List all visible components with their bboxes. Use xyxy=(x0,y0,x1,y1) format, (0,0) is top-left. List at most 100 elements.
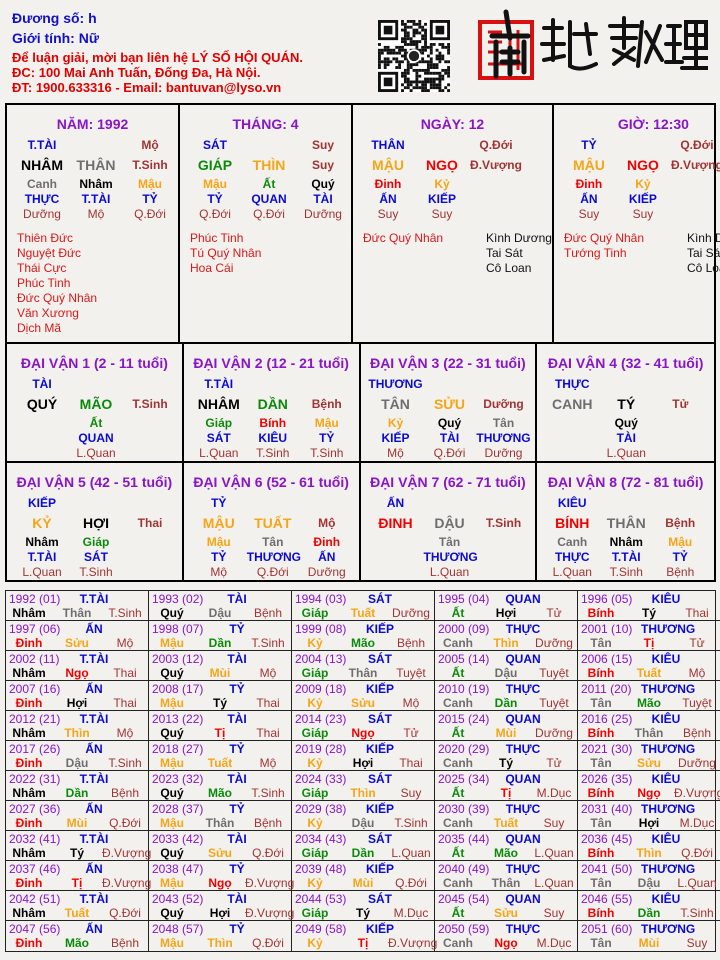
pillar-column: NĂM: 1992 T.TÀI Mộ NHÂM THÂN T.Sinh Canh Nhâm Mậ… xyxy=(7,105,180,342)
year-cell[interactable]: 2043 (52) TÀI Quý Hợi Đ.Vượng xyxy=(149,891,294,921)
year-stem: Canh xyxy=(443,696,473,710)
year-cell[interactable]: 2023 (32) TÀI Quý Mão T.Sinh xyxy=(149,771,292,801)
year-cell[interactable]: 1995 (04) QUAN Ất Hợi Tử xyxy=(435,591,578,621)
year-cell[interactable]: 2002 (11) T.TÀI Nhâm Ngọ Thai xyxy=(6,651,149,681)
year-ten-god: SÁT xyxy=(368,832,392,846)
dai-van-cell[interactable]: ĐẠI VẬN 4 (32 - 41 tuổi) THỰC CANH TÝ Tử Quý T… xyxy=(537,344,714,463)
year-stem: Mậu xyxy=(160,696,184,710)
year-header: 2004 (13) SÁT xyxy=(292,651,434,666)
year-cell[interactable]: 2010 (19) THỰC Canh Dần Tuyệt xyxy=(435,681,578,711)
year-cell[interactable]: 2042 (51) T.TÀI Nhâm Tuất Q.Đới xyxy=(6,891,149,921)
hidden-ten-god-empty xyxy=(669,192,720,207)
year-cell[interactable]: 2019 (28) KIẾP Kỷ Hợi Thai xyxy=(292,741,435,771)
year-cell[interactable]: 2040 (49) THỰC Canh Thân L.Quan xyxy=(435,861,578,891)
year-cell[interactable]: 2016 (25) KIÊU Bính Thân Bệnh xyxy=(578,711,720,741)
top-state-empty xyxy=(122,376,178,392)
dai-van-cell[interactable]: ĐẠI VẬN 5 (42 - 51 tuổi) KIẾP KỶ HỢI Thai Nhâ… xyxy=(7,463,184,580)
year-cell[interactable]: 2013 (22) TÀI Quý Tị Thai xyxy=(149,711,292,741)
dai-van-cell[interactable]: ĐẠI VẬN 1 (2 - 11 tuổi) TÀI QUÝ MÃO T.Sinh Ất… xyxy=(7,344,184,463)
hidden-ten-god: THƯƠNG xyxy=(423,550,478,564)
dai-van-cell[interactable]: ĐẠI VẬN 8 (72 - 81 tuổi) KIÊU BÍNH THÂN Bệnh… xyxy=(537,463,714,580)
year-cell[interactable]: 2038 (47) TỶ Mậu Ngọ Đ.Vượng xyxy=(149,861,294,891)
year-cell[interactable]: 2028 (37) TỶ Mậu Thân Bệnh xyxy=(149,801,292,831)
year-cell[interactable]: 2049 (58) KIẾP Kỷ Tị Đ.Vượng xyxy=(292,921,437,951)
year-cell[interactable]: 2048 (57) TỶ Mậu Thìn Q.Đới xyxy=(149,921,292,951)
year-cell[interactable]: 1997 (06) ẤN Đinh Sửu Mộ xyxy=(6,621,149,651)
year-cell[interactable]: 2027 (36) ẤN Đinh Mùi Q.Đới xyxy=(6,801,149,831)
ten-god: T.TÀI xyxy=(204,377,234,391)
year-cell[interactable]: 2035 (44) QUAN Ất Mão L.Quan xyxy=(435,831,578,861)
year-cell[interactable]: 2001 (10) THƯƠNG Tân Tị Tử xyxy=(578,621,720,651)
year-branch: Dần xyxy=(637,906,661,920)
year-cell[interactable]: 2030 (39) THỰC Canh Tuất Suy xyxy=(435,801,578,831)
year-cell[interactable]: 1992 (01) T.TÀI Nhâm Thân T.Sinh xyxy=(6,591,149,621)
year-cell[interactable]: 2025 (34) QUAN Ất Tị M.Dục xyxy=(435,771,578,801)
year-cell[interactable]: 2044 (53) SÁT Giáp Tý M.Dục xyxy=(292,891,435,921)
hidden-stem: Mậu xyxy=(668,535,693,549)
dai-van-cell[interactable]: ĐẠI VẬN 7 (62 - 71 tuổi) ẤN ĐINH DẬU T.Sinh T… xyxy=(361,463,538,580)
heavenly-stem: KỶ xyxy=(32,515,52,531)
top-state-empty xyxy=(122,495,178,511)
year-pillar: Giáp Ngọ Tử xyxy=(292,726,434,740)
year-cell[interactable]: 2047 (56) ẤN Đinh Mão Bệnh xyxy=(6,921,149,951)
hidden-stem: Quý xyxy=(437,416,462,430)
year-cell[interactable]: 2003 (12) TÀI Quý Mùi Mộ xyxy=(149,651,292,681)
year-cell[interactable]: 2017 (26) ẤN Đinh Dậu T.Sinh xyxy=(6,741,149,771)
year-cell[interactable]: 2026 (35) KIÊU Bính Ngọ Đ.Vượng xyxy=(578,771,720,801)
year-cell[interactable]: 2034 (43) SÁT Giáp Dần L.Quan xyxy=(292,831,435,861)
year-branch: Tý xyxy=(355,906,370,920)
year-state: Dưỡng xyxy=(535,636,573,650)
year-cell[interactable]: 2004 (13) SÁT Giáp Thân Tuyệt xyxy=(292,651,435,681)
year-pillar: Bính Tý Thai xyxy=(578,606,720,620)
dai-van-cell[interactable]: ĐẠI VẬN 6 (52 - 61 tuổi) TỶ MẬU TUẤT Mộ Mậu Tâ… xyxy=(184,463,361,580)
dai-van-cell[interactable]: ĐẠI VẬN 3 (22 - 31 tuổi) THƯƠNG TÂN SỬU Dưỡn… xyxy=(360,344,538,463)
year-cell[interactable]: 2007 (16) ẤN Đinh Hợi Thai xyxy=(6,681,149,711)
year-label: 2027 (36) xyxy=(9,802,61,816)
year-cell[interactable]: 2018 (27) TỶ Mậu Tuất Mộ xyxy=(149,741,292,771)
year-cell[interactable]: 2033 (42) TÀI Quý Sửu Q.Đới xyxy=(149,831,292,861)
year-cell[interactable]: 2045 (54) QUAN Ất Sửu Suy xyxy=(435,891,578,921)
year-state: Dưỡng xyxy=(678,756,716,770)
year-cell[interactable]: 2050 (59) THỰC Canh Ngọ M.Dục xyxy=(435,921,578,951)
year-cell[interactable]: 2005 (14) QUAN Ất Dậu Tuyệt xyxy=(435,651,578,681)
year-stem: Mậu xyxy=(160,636,184,650)
year-cell[interactable]: 2031 (40) THƯƠNG Tân Hợi M.Dục xyxy=(578,801,720,831)
year-cell[interactable]: 2009 (18) KIẾP Kỷ Sửu Mộ xyxy=(292,681,435,711)
year-cell[interactable]: 2012 (21) T.TÀI Nhâm Thìn Mộ xyxy=(6,711,149,741)
year-cell[interactable]: 2022 (31) T.TÀI Nhâm Dần Bệnh xyxy=(6,771,149,801)
year-cell[interactable]: 2021 (30) THƯƠNG Tân Sửu Dưỡng xyxy=(578,741,720,771)
row: T.TÀI SÁT xyxy=(7,550,182,565)
year-cell[interactable]: 2041 (50) THƯƠNG Tân Dậu L.Quan xyxy=(578,861,720,891)
hidden-ten-god: TỶ xyxy=(142,192,158,206)
year-cell[interactable]: 2046 (55) KIÊU Bính Dần T.Sinh xyxy=(578,891,720,921)
hidden-state: Q.Đới xyxy=(134,207,166,221)
qr-code-icon[interactable] xyxy=(378,20,450,92)
year-cell[interactable]: 2015 (24) QUAN Ất Mùi Dưỡng xyxy=(435,711,578,741)
year-header: 1996 (05) KIÊU xyxy=(578,591,720,606)
year-cell[interactable]: 2000 (09) THỰC Canh Thìn Dưỡng xyxy=(435,621,578,651)
year-cell[interactable]: 1993 (02) TÀI Quý Dậu Bệnh xyxy=(149,591,292,621)
star-item: Thiên Đức xyxy=(17,231,74,245)
ten-god: TÀI xyxy=(32,377,52,391)
year-branch: Thân xyxy=(348,666,378,680)
year-cell[interactable]: 2051 (60) THƯƠNG Tân Mùi Suy xyxy=(578,921,720,951)
dai-van-cell[interactable]: ĐẠI VẬN 2 (12 - 21 tuổi) T.TÀI NHÂM DẦN Bệnh… xyxy=(183,344,361,463)
year-cell[interactable]: 2024 (33) SÁT Giáp Thìn Suy xyxy=(292,771,435,801)
year-state: L.Quan xyxy=(677,876,717,890)
year-cell[interactable]: 2014 (23) SÁT Giáp Ngọ Tử xyxy=(292,711,435,741)
year-cell[interactable]: 2008 (17) TỶ Mậu Tý Thai xyxy=(149,681,292,711)
year-cell[interactable]: 2032 (41) T.TÀI Nhâm Tý Đ.Vượng xyxy=(6,831,151,861)
year-cell[interactable]: 2036 (45) KIÊU Bính Thìn Q.Đới xyxy=(578,831,720,861)
year-cell[interactable]: 2037 (46) ẤN Đinh Tị Đ.Vượng xyxy=(6,861,151,891)
year-cell[interactable]: 2029 (38) KIẾP Kỷ Dậu T.Sinh xyxy=(292,801,435,831)
year-cell[interactable]: 1994 (03) SÁT Giáp Tuất Dưỡng xyxy=(292,591,435,621)
year-cell[interactable]: 1996 (05) KIÊU Bính Tý Thai xyxy=(578,591,720,621)
year-cell[interactable]: 2020 (29) THỰC Canh Tý Tử xyxy=(435,741,578,771)
heavenly-stem: ĐINH xyxy=(378,515,413,531)
year-cell[interactable]: 2011 (20) THƯƠNG Tân Mão Tuyệt xyxy=(578,681,720,711)
year-cell[interactable]: 2006 (15) KIÊU Bính Tuất Mộ xyxy=(578,651,720,681)
year-cell[interactable]: 1999 (08) KIẾP Kỷ Mão Bệnh xyxy=(292,621,435,651)
year-cell[interactable]: 1998 (07) TỶ Mậu Dần T.Sinh xyxy=(149,621,292,651)
year-label: 2017 (26) xyxy=(9,742,61,756)
year-cell[interactable]: 2039 (48) KIẾP Kỷ Mùi Q.Đới xyxy=(292,861,435,891)
